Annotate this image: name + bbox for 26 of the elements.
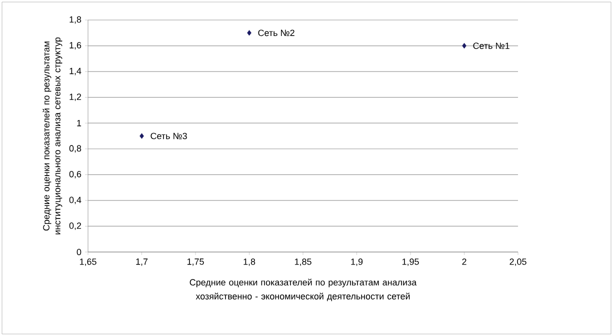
annotation: Сеть №1 — [473, 42, 510, 49]
y-axis-title: Средние оценки показателей по результатам институционального анализа сетевых структур — [42, 37, 62, 234]
x-tick-label: 2 — [462, 258, 466, 265]
y-tick-label: 0,4 — [69, 196, 82, 204]
y-tick-label: 0,2 — [69, 222, 82, 230]
y-tick-label: 0,6 — [69, 170, 82, 178]
x-tick-label: 1,65 — [80, 258, 96, 266]
point — [247, 30, 252, 36]
annotation: Сеть №2 — [258, 30, 294, 36]
x-tick-label: 1,9 — [351, 258, 363, 266]
x-tick-label: 1,8 — [244, 258, 256, 266]
x-tick-label: 1,75 — [187, 258, 204, 266]
y-tick-label: 1,6 — [70, 42, 82, 50]
y-tick-label: 1,8 — [70, 16, 82, 24]
x-axis-title: Средние оценки показателей по результатам анализа хозяйственно - экономической деятельности сетей — [190, 278, 417, 302]
x-tick-label: 2,05 — [510, 258, 526, 266]
y-tick-label: 0 — [76, 248, 82, 256]
x-tick-label: 1,95 — [402, 258, 419, 266]
x-tick-label: 1,7 — [136, 258, 148, 266]
y-tick-label: 1,4 — [70, 68, 82, 76]
y-tick-label: 0,8 — [69, 145, 82, 153]
y-tick-label: 1,2 — [70, 94, 82, 102]
y-tick-label: 1 — [77, 120, 82, 126]
annotation: Сеть №3 — [150, 132, 187, 140]
point — [140, 133, 144, 139]
x-tick-label: 1,85 — [294, 258, 312, 266]
